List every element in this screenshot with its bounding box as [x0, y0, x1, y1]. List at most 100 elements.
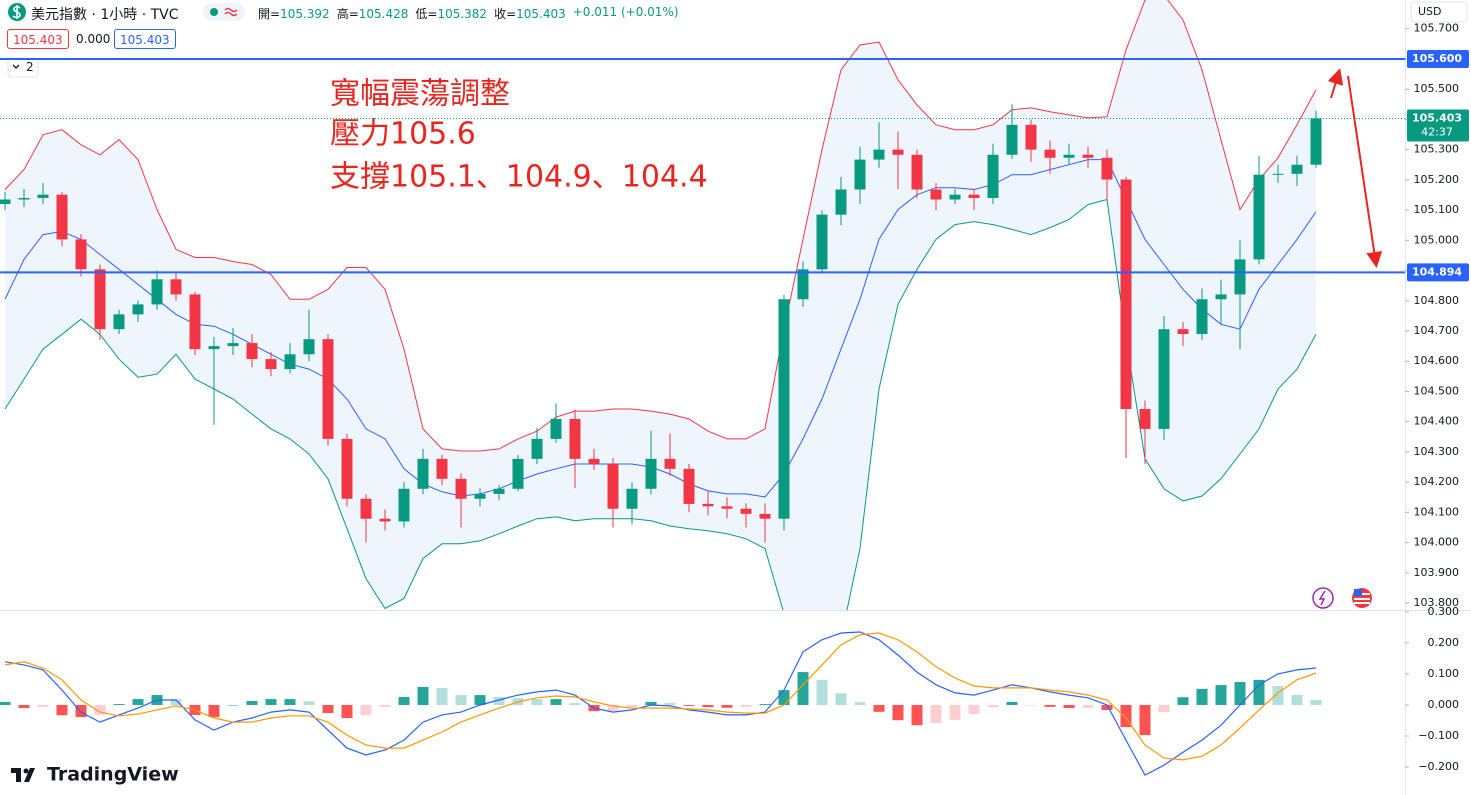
histogram-bar: [436, 687, 448, 705]
histogram-bar: [949, 704, 961, 720]
candle-body: [322, 339, 334, 439]
candle-body: [968, 194, 980, 198]
candle-body: [56, 194, 68, 240]
histogram-bar: [1196, 688, 1208, 705]
histogram-bar: [930, 704, 942, 723]
candle-body: [721, 506, 733, 509]
histogram-bar: [1025, 704, 1037, 706]
candle-body: [1177, 329, 1189, 335]
symbol-icon: [8, 3, 26, 21]
candle-body: [379, 518, 391, 522]
histogram-bar: [322, 704, 334, 714]
arrow-down: [1347, 75, 1383, 268]
histogram-bar: [474, 695, 486, 705]
candle-body: [816, 214, 828, 270]
last-price-label: 105.403: [1412, 111, 1462, 124]
y-tick-label: 105.500: [1414, 82, 1460, 95]
histogram-bar: [1139, 704, 1151, 736]
ohlc-label: 低=: [415, 7, 438, 21]
candle-body: [1025, 124, 1037, 150]
change: +0.011 (+0.01%): [572, 5, 679, 19]
flash-icon[interactable]: [1312, 587, 1334, 609]
candle-body: [645, 458, 657, 489]
candle-body: [1234, 259, 1246, 295]
histogram-bar: [360, 704, 372, 715]
candle-body: [417, 458, 429, 489]
y-tick-label: 104.800: [1414, 294, 1460, 307]
y-tick-label: 104.500: [1414, 384, 1460, 397]
y-tick-label: 103.900: [1414, 566, 1460, 579]
histogram-bar: [721, 704, 733, 708]
histogram-bar: [455, 695, 467, 705]
ohlc-label: 高=: [336, 7, 359, 21]
annotation: 支撐105.1、104.9、104.4: [330, 160, 708, 195]
histogram-bar: [645, 701, 657, 705]
band-fill: [5, 0, 1316, 610]
candle-body: [759, 513, 771, 519]
macd-line: [4, 632, 1317, 761]
candle-body: [550, 418, 562, 439]
histogram-bar: [683, 704, 695, 706]
histogram-bar: [1215, 685, 1227, 705]
ohlc-item: 收=105.403: [494, 5, 566, 22]
flag-icon[interactable]: [1352, 588, 1372, 608]
histogram-bar: [1272, 686, 1284, 705]
candle-body: [854, 159, 866, 190]
histogram-bar: [759, 704, 771, 705]
histogram-bar: [227, 704, 239, 706]
candle-body: [1139, 408, 1151, 429]
currency-select[interactable]: [1410, 1, 1468, 23]
candle-body: [607, 463, 619, 509]
candle-body: [835, 189, 847, 215]
y-tick-label: 104.100: [1414, 505, 1460, 518]
spread: 0.000: [76, 32, 111, 46]
macd-line: [4, 631, 1317, 776]
candle-body: [360, 498, 372, 519]
histogram-bar: [607, 704, 619, 712]
y-tick-label: 104.200: [1414, 475, 1460, 488]
histogram-bar: [626, 704, 638, 707]
candle-body: [569, 418, 581, 459]
histogram-bar: [75, 704, 87, 718]
histogram-bar: [892, 704, 904, 721]
annotation: 寬幅震蕩調整: [330, 77, 510, 112]
histogram-bar: [569, 703, 581, 705]
histogram-bar: [265, 699, 277, 705]
histogram-bar: [797, 672, 809, 705]
ohlc-label: 收=: [494, 7, 517, 21]
y-tick-label: −0.200: [1418, 760, 1459, 773]
candle-body: [303, 339, 315, 355]
candle-body: [588, 458, 600, 464]
brand: TradingView: [47, 764, 179, 786]
candle-body: [227, 343, 239, 347]
sell-button[interactable]: 105.403: [7, 29, 69, 49]
candle-body: [1120, 179, 1132, 409]
candle-body: [455, 478, 467, 499]
histogram-bar: [816, 679, 828, 705]
ohlc-value: 105.403: [516, 7, 566, 21]
candle-body: [75, 239, 87, 270]
histogram-bar: [778, 690, 790, 705]
y-tick-label: 105.100: [1414, 203, 1460, 216]
ohlc-item: 開=105.392: [258, 5, 330, 22]
histogram-bar: [94, 704, 106, 715]
status-pill: [203, 3, 245, 21]
histogram-bar: [1253, 679, 1265, 705]
candle-body: [246, 343, 258, 360]
candle-body: [512, 458, 524, 489]
candle-body: [1215, 294, 1227, 300]
histogram-bar: [303, 701, 315, 705]
buy-button[interactable]: 105.403: [114, 29, 176, 49]
candle-body: [151, 279, 163, 305]
ohlc-label: 開=: [258, 7, 281, 21]
candle-body: [911, 154, 923, 190]
symbol-title: 美元指數 · 1小時 · TVC: [31, 7, 179, 23]
ohlc-legend: 開=105.392 高=105.428 低=105.382 收=105.403 …: [258, 5, 679, 22]
candle-body: [987, 154, 999, 198]
candle-body: [1253, 174, 1265, 260]
histogram-bar: [550, 699, 562, 705]
candle-body: [702, 503, 714, 507]
countdown: 42:37: [1421, 125, 1453, 138]
y-tick-label: 104.000: [1414, 536, 1460, 549]
candle-body: [892, 149, 904, 155]
